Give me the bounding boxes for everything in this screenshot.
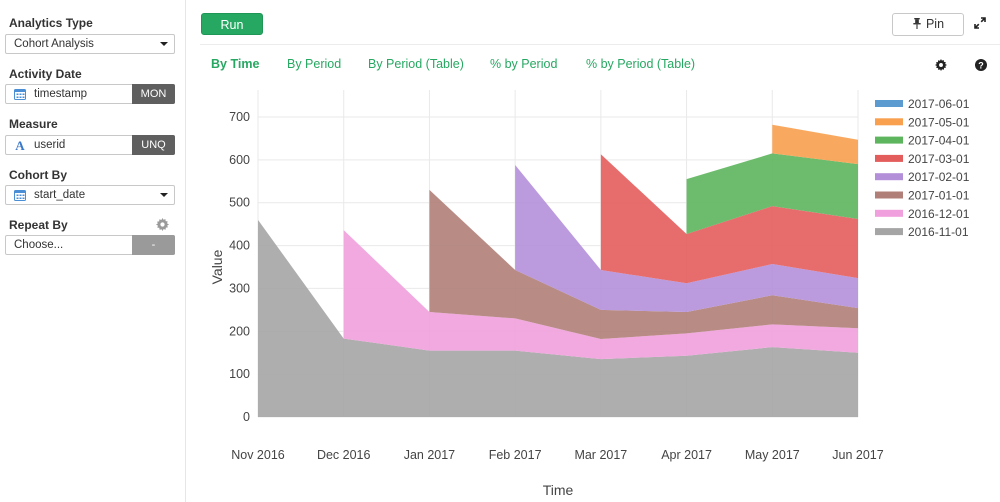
calendar-icon	[14, 190, 26, 201]
area-series-2017-03-01	[600, 154, 858, 284]
chart-canvas: 0 100 200 300 400 500 600 700 Nov 2016 Dec 2016 Ja…	[209, 90, 970, 498]
pin-icon	[913, 18, 921, 29]
legend-label: 2016-11-01	[908, 225, 969, 239]
chevron-down-icon	[160, 193, 168, 197]
x-tick-label: Dec 2016	[317, 448, 371, 462]
expand-icon[interactable]	[974, 17, 986, 29]
analytics-type-label: Analytics Type	[9, 16, 93, 30]
activity-date-label: Activity Date	[9, 67, 82, 81]
cohort-by-value: start_date	[34, 189, 86, 201]
y-tick-label: 300	[229, 281, 250, 295]
legend-swatch	[875, 118, 903, 126]
svg-text:?: ?	[978, 61, 984, 71]
y-axis-title: Value	[209, 249, 225, 284]
y-tick-label: 500	[229, 196, 250, 210]
measure-label: Measure	[9, 117, 58, 131]
pin-button-label: Pin	[925, 17, 945, 31]
x-tick-label: Apr 2017	[661, 448, 712, 462]
legend-swatch	[875, 100, 903, 107]
gear-icon[interactable]	[156, 218, 169, 231]
y-tick-label: 200	[229, 324, 250, 338]
legend-swatch	[875, 154, 903, 162]
repeat-by-field[interactable]: Choose... -	[5, 235, 175, 255]
area-series-2017-02-01	[515, 165, 858, 312]
legend-label: 2017-05-01	[908, 115, 970, 129]
x-tick-label: Mar 2017	[574, 448, 627, 462]
cohort-by-label: Cohort By	[9, 168, 67, 182]
activity-date-field[interactable]: timestamp MON	[5, 84, 175, 104]
legend-label: 2017-02-01	[908, 170, 970, 184]
tab-percent-by-period[interactable]: % by Period	[490, 57, 558, 71]
y-tick-label: 400	[229, 239, 250, 253]
x-tick-label: Nov 2016	[231, 448, 285, 462]
gear-icon[interactable]	[935, 59, 947, 71]
area-series-2017-01-01	[429, 189, 858, 339]
sidebar: Analytics Type Cohort Analysis Activity …	[0, 0, 186, 502]
y-tick-label: 600	[229, 153, 250, 167]
legend-swatch	[875, 228, 903, 236]
y-tick-label: 0	[243, 410, 250, 424]
legend-label: 2017-01-01	[908, 189, 970, 203]
cohort-stacked-area-chart: 0 100 200 300 400 500 600 700 Nov 2016 Dec 2016 Ja…	[200, 80, 1000, 502]
analytics-type-select[interactable]: Cohort Analysis	[5, 34, 175, 54]
legend-swatch	[875, 209, 903, 217]
legend-label: 2016-12-01	[908, 207, 970, 221]
measure-value: userid	[34, 139, 66, 151]
tab-by-period[interactable]: By Period	[287, 57, 342, 71]
run-button[interactable]: Run	[201, 13, 263, 35]
x-tick-label: Feb 2017	[489, 448, 542, 462]
legend-label: 2017-03-01	[908, 152, 970, 166]
svg-text:A: A	[15, 139, 25, 151]
tab-by-time[interactable]: By Time	[211, 57, 260, 71]
area-series-2016-12-01	[343, 230, 858, 360]
area-series-2017-04-01	[686, 153, 858, 234]
legend-swatch	[875, 191, 903, 199]
chevron-down-icon	[160, 42, 168, 46]
x-tick-label: Jun 2017	[832, 448, 883, 462]
x-tick-label: Jan 2017	[404, 448, 455, 462]
x-tick-label: May 2017	[745, 448, 800, 462]
tab-by-period-table[interactable]: By Period (Table)	[368, 57, 464, 71]
measure-field[interactable]: A userid UNQ	[5, 135, 175, 155]
legend-swatch	[875, 173, 903, 181]
repeat-by-tag[interactable]: -	[132, 235, 175, 255]
tab-percent-by-period-table[interactable]: % by Period (Table)	[586, 57, 696, 71]
x-axis-title: Time	[543, 482, 574, 498]
repeat-by-label: Repeat By	[9, 218, 68, 232]
help-icon[interactable]: ?	[975, 59, 987, 71]
analytics-type-value: Cohort Analysis	[14, 38, 94, 50]
y-tick-label: 100	[229, 367, 250, 381]
pin-button[interactable]: Pin	[892, 13, 964, 36]
cohort-by-field[interactable]: start_date	[5, 185, 175, 205]
area-series-2017-05-01	[772, 124, 858, 165]
text-type-icon: A	[15, 139, 25, 151]
repeat-by-placeholder: Choose...	[14, 239, 64, 251]
activity-date-aggregation-tag[interactable]: MON	[132, 84, 175, 104]
area-series-2016-11-01	[258, 219, 858, 417]
header-divider	[200, 44, 1000, 45]
legend-swatch	[875, 136, 903, 144]
y-tick-label: 700	[229, 110, 250, 124]
legend-label: 2017-04-01	[908, 134, 970, 148]
measure-aggregation-tag[interactable]: UNQ	[132, 135, 175, 155]
calendar-icon	[14, 89, 26, 100]
legend-label: 2017-06-01	[908, 97, 970, 111]
activity-date-value: timestamp	[34, 88, 88, 100]
